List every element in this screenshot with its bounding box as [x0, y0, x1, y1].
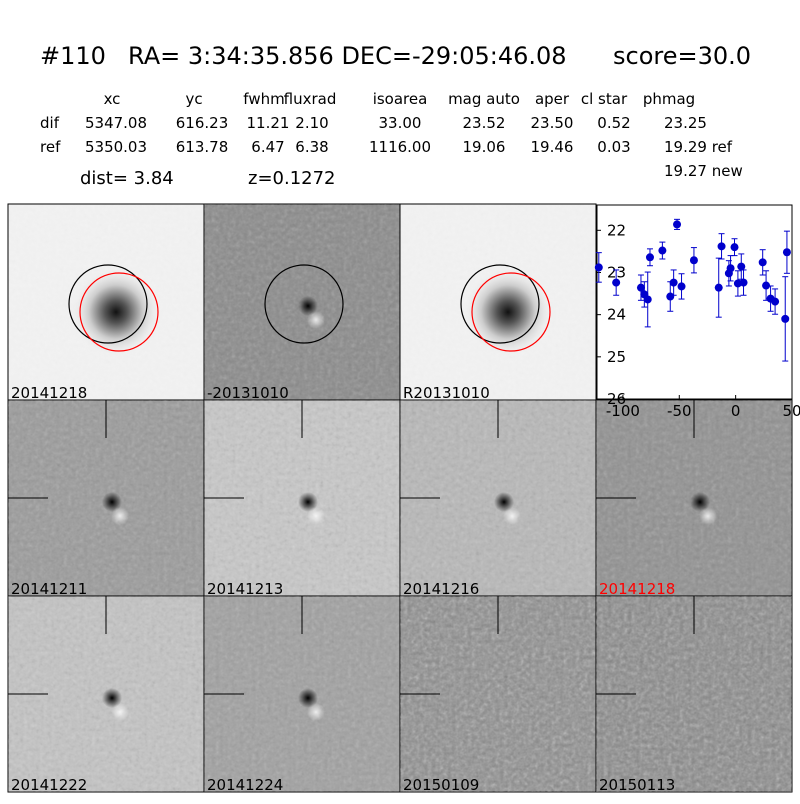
column-header: cl star [581, 90, 628, 108]
point [714, 283, 723, 292]
id: #110 [40, 42, 106, 70]
coords: RA= 3:34:35.856 DEC=-29:05:46.08 [128, 42, 567, 70]
point [645, 253, 654, 262]
residual-light [111, 703, 129, 721]
stamp-label: 20141218 [599, 580, 675, 598]
point [739, 278, 748, 287]
residual-light [111, 507, 129, 525]
residual-dark [298, 688, 318, 708]
table-cell: 23.25 [664, 114, 707, 132]
residual-light [307, 703, 325, 721]
dist: dist= 3.84 [80, 168, 174, 189]
stamp-label: 20150113 [599, 776, 675, 794]
point [717, 242, 726, 251]
y-tick-label: 26 [607, 390, 626, 408]
table-cell: 2.10 [295, 114, 328, 132]
stamp-label: 20150109 [403, 776, 479, 794]
point [781, 314, 790, 323]
point [669, 278, 678, 287]
table-cell: 1116.00 [369, 138, 431, 156]
stamp-label: 20141213 [207, 580, 283, 598]
residual-light [503, 507, 521, 525]
table-cell: 6.47 [251, 138, 284, 156]
table-cell: 23.52 [463, 114, 506, 132]
x-tick-label: 0 [731, 402, 741, 420]
table-cell: 0.52 [597, 114, 630, 132]
point [737, 262, 746, 271]
circle-ref [68, 264, 148, 344]
y-tick-label: 22 [607, 221, 626, 239]
table-cell: ref [40, 138, 61, 156]
score: score=30.0 [613, 42, 751, 70]
circle-new [471, 272, 551, 352]
table-cell: 6.38 [295, 138, 328, 156]
source [71, 267, 161, 357]
residual-light [307, 311, 325, 329]
column-header: fluxrad [284, 90, 337, 108]
table-cell: 11.21 [247, 114, 290, 132]
stamp-label: -20131010 [207, 384, 289, 402]
table-cell: 23.50 [531, 114, 574, 132]
circle-new [79, 272, 159, 352]
table-cell: 19.06 [463, 138, 506, 156]
stamp-label: 20141224 [207, 776, 283, 794]
table-cell: 19.46 [531, 138, 574, 156]
point [677, 282, 686, 291]
plot-area [596, 204, 793, 400]
table-cell: 616.23 [176, 114, 229, 132]
y-tick-label: 25 [607, 348, 626, 366]
point [636, 283, 645, 292]
column-header: aper [535, 90, 570, 108]
residual-light [307, 507, 325, 525]
point [612, 278, 621, 287]
table-cell: 33.00 [379, 114, 422, 132]
point [730, 243, 739, 252]
residual-light [699, 507, 717, 525]
point [689, 256, 698, 265]
point [771, 297, 780, 306]
stamp-label: 20141211 [11, 580, 87, 598]
point [666, 292, 675, 301]
column-header: yc [185, 90, 202, 108]
source [463, 267, 553, 357]
point [726, 264, 735, 273]
residual-dark [690, 492, 710, 512]
point [658, 246, 667, 255]
point [673, 220, 682, 229]
y-tick-label: 24 [607, 306, 626, 324]
point [762, 281, 771, 290]
column-header: isoarea [373, 90, 428, 108]
table-cell: dif [40, 114, 60, 132]
point [594, 263, 603, 272]
point [643, 295, 652, 304]
residual-dark [298, 296, 318, 316]
residual-dark [102, 492, 122, 512]
residual-dark [298, 492, 318, 512]
column-header: mag auto [448, 90, 520, 108]
residual-dark [102, 688, 122, 708]
z: z=0.1272 [248, 168, 336, 189]
residual-dark [494, 492, 514, 512]
x-tick-label: -50 [667, 402, 692, 420]
circle-ref [264, 264, 344, 344]
point [758, 258, 767, 267]
x-tick-label: -100 [606, 402, 640, 420]
table-cell: 613.78 [176, 138, 229, 156]
stamp-label: 20141222 [11, 776, 87, 794]
table-cell: 0.03 [597, 138, 630, 156]
column-header: phmag [643, 90, 695, 108]
table-cell: 5350.03 [85, 138, 147, 156]
x-tick-label: 50 [782, 402, 800, 420]
point [782, 248, 791, 257]
table-cell: 19.29 ref [664, 138, 733, 156]
stamp-label: 20141218 [11, 384, 87, 402]
stamp-label: R20131010 [403, 384, 490, 402]
phmag-new: 19.27 new [664, 162, 743, 180]
column-header: fwhm [243, 90, 284, 108]
column-header: xc [104, 90, 121, 108]
circle-ref [460, 264, 540, 344]
stamp-label: 20141216 [403, 580, 479, 598]
table-cell: 5347.08 [85, 114, 147, 132]
